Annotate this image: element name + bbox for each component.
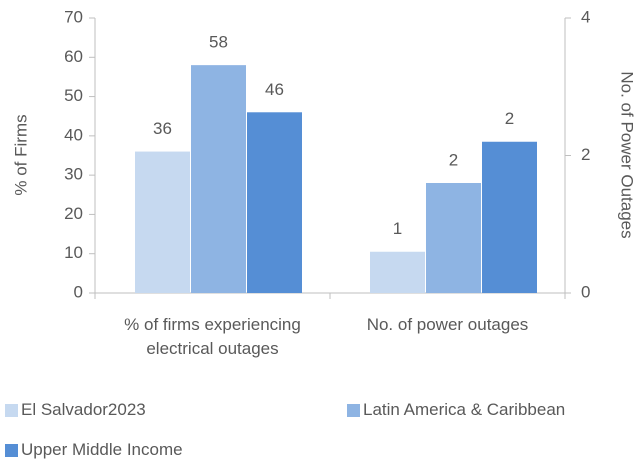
data-label: 46 xyxy=(265,80,284,99)
bar xyxy=(426,183,481,293)
bar xyxy=(482,141,537,293)
legend-item: Upper Middle Income xyxy=(5,440,183,460)
y-tick-label: 20 xyxy=(64,204,83,223)
x-tick-label: No. of power outages xyxy=(366,315,529,334)
legend-swatch xyxy=(5,443,18,457)
legend-label: Latin America & Caribbean xyxy=(363,400,566,419)
y-tick-label: 40 xyxy=(64,125,83,144)
y2-tick-label: 0 xyxy=(581,282,590,301)
data-label: 1 xyxy=(393,219,402,238)
y-tick-label: 70 xyxy=(64,7,83,26)
data-label: 36 xyxy=(153,119,172,138)
bar xyxy=(247,112,302,294)
legend-item: Latin America & Caribbean xyxy=(347,400,565,420)
data-label: 58 xyxy=(209,33,228,52)
y2-axis-label: No. of Power Outages xyxy=(618,71,637,238)
bar xyxy=(370,251,425,293)
y-tick-label: 50 xyxy=(64,86,83,105)
y-tick-label: 0 xyxy=(74,282,83,301)
y2-tick-label: 2 xyxy=(581,145,590,164)
data-label: 2 xyxy=(505,109,514,128)
y2-tick-label: 4 xyxy=(581,7,590,26)
legend-label: Upper Middle Income xyxy=(21,440,183,459)
legend-label: El Salvador2023 xyxy=(21,400,146,419)
y-axis-label: % of Firms xyxy=(11,114,30,195)
y-tick-label: 60 xyxy=(64,47,83,66)
legend-swatch xyxy=(347,403,360,417)
y-tick-label: 30 xyxy=(64,165,83,184)
legend-item: El Salvador2023 xyxy=(5,400,146,420)
bar xyxy=(135,151,190,293)
x-tick-label: % of firms experiencing electrical outag… xyxy=(124,315,301,358)
legend-swatch xyxy=(5,403,18,417)
data-label: 2 xyxy=(449,150,458,169)
y-tick-label: 10 xyxy=(64,243,83,262)
bar xyxy=(191,65,246,294)
